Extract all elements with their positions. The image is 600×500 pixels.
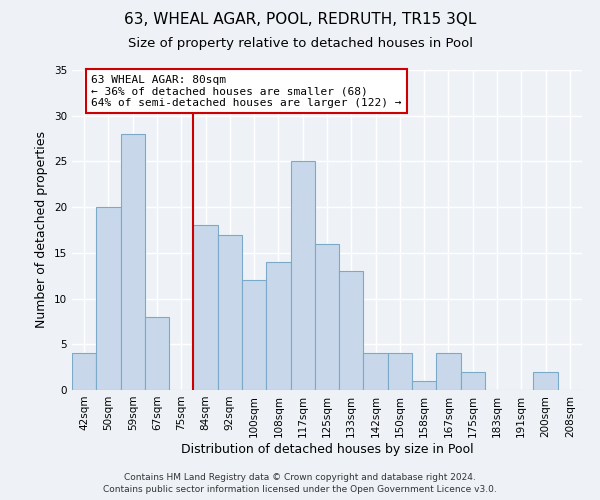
Bar — [121, 134, 145, 390]
Text: Size of property relative to detached houses in Pool: Size of property relative to detached ho… — [128, 38, 473, 51]
Bar — [436, 354, 461, 390]
Bar — [339, 271, 364, 390]
Text: Contains public sector information licensed under the Open Government Licence v3: Contains public sector information licen… — [103, 485, 497, 494]
Bar — [242, 280, 266, 390]
Bar — [193, 226, 218, 390]
Bar — [145, 317, 169, 390]
Bar — [315, 244, 339, 390]
X-axis label: Distribution of detached houses by size in Pool: Distribution of detached houses by size … — [181, 442, 473, 456]
Y-axis label: Number of detached properties: Number of detached properties — [35, 132, 49, 328]
Text: Contains HM Land Registry data © Crown copyright and database right 2024.: Contains HM Land Registry data © Crown c… — [124, 472, 476, 482]
Bar — [364, 354, 388, 390]
Bar — [218, 234, 242, 390]
Text: 63 WHEAL AGAR: 80sqm
← 36% of detached houses are smaller (68)
64% of semi-detac: 63 WHEAL AGAR: 80sqm ← 36% of detached h… — [91, 74, 402, 108]
Bar — [412, 381, 436, 390]
Bar — [461, 372, 485, 390]
Bar — [96, 207, 121, 390]
Bar — [72, 354, 96, 390]
Bar — [266, 262, 290, 390]
Bar — [290, 162, 315, 390]
Text: 63, WHEAL AGAR, POOL, REDRUTH, TR15 3QL: 63, WHEAL AGAR, POOL, REDRUTH, TR15 3QL — [124, 12, 476, 28]
Bar — [533, 372, 558, 390]
Bar — [388, 354, 412, 390]
